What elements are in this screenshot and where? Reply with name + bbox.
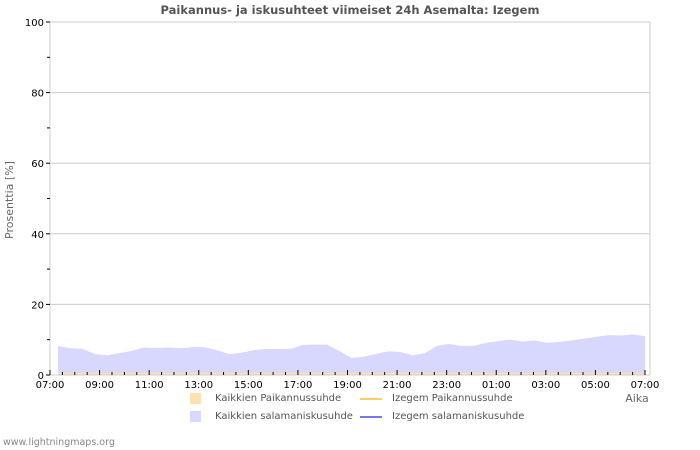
legend-label: Kaikkien Paikannussuhde: [215, 393, 342, 404]
svg-text:17:00: 17:00: [284, 380, 313, 391]
svg-text:15:00: 15:00: [234, 380, 263, 391]
svg-text:19:00: 19:00: [333, 380, 362, 391]
legend-swatch-box: [190, 411, 201, 422]
chart-title: Paikannus- ja iskusuhteet viimeiset 24h …: [160, 3, 540, 17]
legend-swatch-line: [360, 415, 382, 418]
svg-text:07:00: 07:00: [36, 380, 65, 391]
svg-text:09:00: 09:00: [85, 380, 114, 391]
legend-swatch-line: [360, 397, 382, 400]
data-areas: [58, 334, 645, 375]
legend-item-all-locating: Kaikkien Paikannussuhde: [190, 393, 341, 404]
y-axis-label: Prosenttia [%]: [3, 161, 16, 239]
svg-text:21:00: 21:00: [383, 380, 412, 391]
svg-text:20: 20: [31, 300, 44, 311]
axes: [49, 22, 650, 376]
y-axis-ticks: 0 20 40 60 80 100: [25, 18, 50, 382]
legend-label: Izegem salamaniskusuhde: [392, 411, 525, 422]
svg-text:01:00: 01:00: [482, 380, 511, 391]
x-axis-ticks: 07:00 09:00 11:00 13:00 15:00 17:00 19:00 21:00…: [36, 370, 660, 391]
svg-text:0: 0: [38, 371, 44, 382]
svg-text:13:00: 13:00: [184, 380, 213, 391]
svg-text:60: 60: [31, 159, 44, 170]
legend-item-all-strike: Kaikkien salamaniskusuhde: [190, 411, 353, 422]
svg-text:23:00: 23:00: [432, 380, 461, 391]
svg-text:07:00: 07:00: [631, 380, 660, 391]
svg-text:11:00: 11:00: [135, 380, 164, 391]
svg-text:40: 40: [31, 230, 44, 241]
legend-item-izegem-locating: Izegem Paikannussuhde: [360, 393, 513, 404]
legend-item-izegem-strike: Izegem salamaniskusuhde: [360, 411, 524, 422]
x-axis-label: Aika: [625, 392, 649, 405]
svg-text:80: 80: [31, 89, 44, 100]
svg-text:05:00: 05:00: [581, 380, 610, 391]
gridlines: [50, 21, 651, 375]
legend-label: Izegem Paikannussuhde: [392, 393, 513, 404]
svg-text:03:00: 03:00: [531, 380, 560, 391]
legend-label: Kaikkien salamaniskusuhde: [215, 411, 353, 422]
legend-swatch-box: [190, 393, 201, 404]
svg-text:100: 100: [25, 18, 44, 29]
footer-source-link[interactable]: www.lightningmaps.org: [3, 437, 115, 448]
